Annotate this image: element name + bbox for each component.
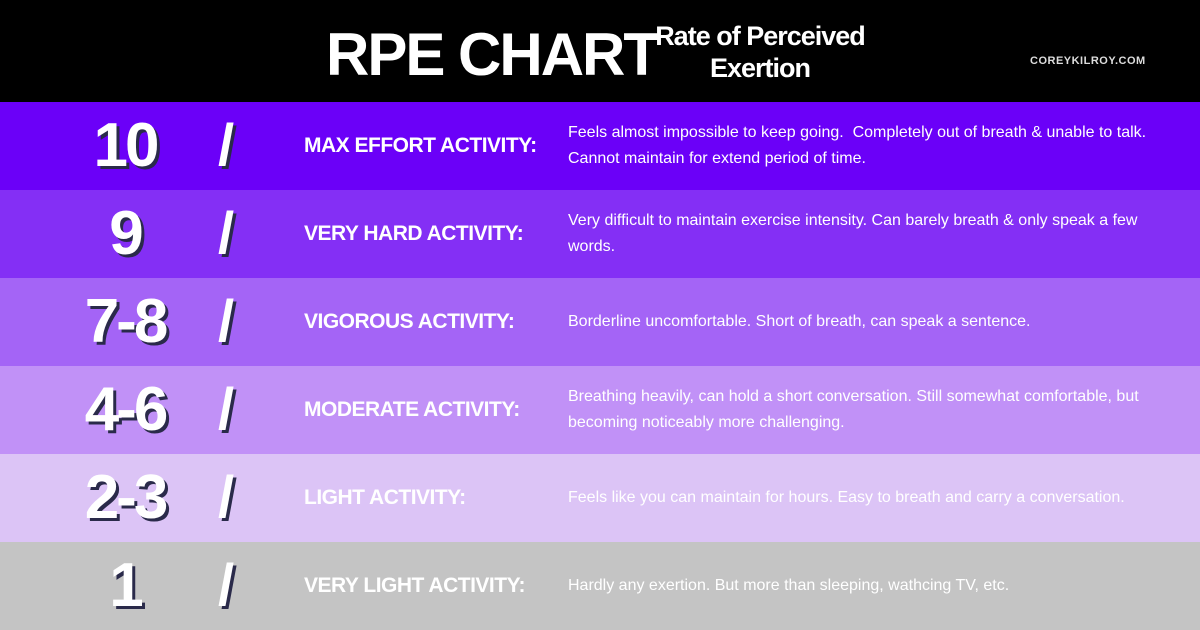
separator: / bbox=[218, 201, 235, 266]
rpe-row: 2-3 / LIGHT ACTIVITY: Feels like you can ma… bbox=[0, 454, 1200, 542]
rpe-level: 2-3 bbox=[84, 463, 169, 532]
rpe-level: 7-8 bbox=[84, 287, 169, 356]
rpe-row: 1 / VERY LIGHT ACTIVITY: Hardly any exertio… bbox=[0, 542, 1200, 630]
separator: / bbox=[218, 113, 235, 178]
activity-label: MODERATE ACTIVITY: bbox=[304, 398, 520, 421]
activity-label: VIGOROUS ACTIVITY: bbox=[304, 310, 515, 333]
activity-label: LIGHT ACTIVITY: bbox=[304, 486, 466, 509]
activity-label: VERY LIGHT ACTIVITY: bbox=[304, 574, 526, 597]
separator: / bbox=[218, 377, 235, 442]
description: Very difficult to maintain exercise inte… bbox=[568, 212, 1142, 255]
rpe-row: 10 / MAX EFFORT ACTIVITY: Feels almost impo… bbox=[0, 102, 1200, 190]
description: Feels almost impossible to keep going. C… bbox=[568, 124, 1151, 167]
activity-label: MAX EFFORT ACTIVITY: bbox=[304, 134, 537, 157]
description: Feels like you can maintain for hours. E… bbox=[568, 489, 1125, 506]
description: Hardly any exertion. But more than sleep… bbox=[568, 577, 1010, 594]
separator: / bbox=[218, 553, 235, 618]
rpe-level: 4-6 bbox=[84, 375, 169, 444]
activity-label: VERY HARD ACTIVITY: bbox=[304, 222, 524, 245]
subtitle: Rate of Perceived Exertion bbox=[655, 21, 866, 83]
rpe-row: 4-6 / MODERATE ACTIVITY: Breathing heavily,… bbox=[0, 366, 1200, 454]
rpe-row: 7-8 / VIGOROUS ACTIVITY: Borderline uncomfo… bbox=[0, 278, 1200, 366]
rpe-level: 10 bbox=[93, 111, 160, 180]
header: RPE CHART Rate of Perceived Exertion COR… bbox=[0, 0, 1200, 102]
rpe-level: 1 bbox=[109, 551, 143, 620]
rpe-row: 9 / VERY HARD ACTIVITY: Very difficult to m… bbox=[0, 190, 1200, 278]
site-link: COREYKILROY.COM bbox=[1030, 55, 1146, 67]
rpe-level: 9 bbox=[109, 199, 143, 268]
description: Borderline uncomfortable. Short of breat… bbox=[568, 313, 1031, 330]
separator: / bbox=[218, 465, 235, 530]
title: RPE CHART bbox=[326, 21, 660, 88]
separator: / bbox=[218, 289, 235, 354]
description: Breathing heavily, can hold a short conv… bbox=[568, 388, 1144, 431]
